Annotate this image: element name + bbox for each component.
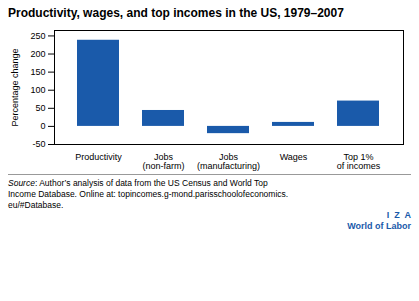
svg-text:100: 100 xyxy=(30,85,45,95)
html-text:I Z A World of Labor: I Z A World of Labor xyxy=(347,210,411,232)
svg-text:200: 200 xyxy=(30,49,45,59)
svg-text:250: 250 xyxy=(30,31,45,41)
svg-text:Productivity: Productivity xyxy=(75,152,122,162)
svg-text:0: 0 xyxy=(40,122,45,132)
html-text:Productivity, wages, and top i: Productivity, wages, and top incomes in … xyxy=(8,6,344,20)
svg-text:150: 150 xyxy=(30,67,45,77)
svg-text:Wages: Wages xyxy=(280,152,308,162)
svg-text:Percentage change: Percentage change xyxy=(10,49,20,127)
html-text:Source: Author’s analysis of d: Source: Author’s analysis of data from t… xyxy=(8,178,289,210)
svg-text:-50: -50 xyxy=(32,140,45,150)
svg-text:Top 1%of incomes: Top 1%of incomes xyxy=(337,152,381,171)
svg-text:50: 50 xyxy=(35,104,45,114)
svg-text:Jobs(non-farm): Jobs(non-farm) xyxy=(142,152,184,171)
svg-text:Jobs(manufacturing): Jobs(manufacturing) xyxy=(197,152,260,171)
